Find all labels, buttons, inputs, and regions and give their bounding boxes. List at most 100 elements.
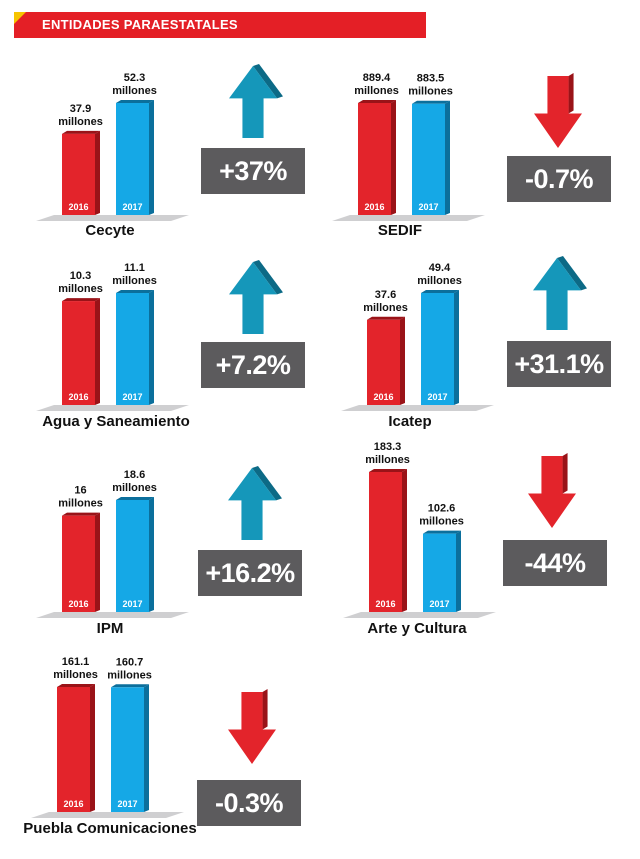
bar-year-label: 2017 <box>122 392 142 402</box>
arrow-body <box>534 76 582 148</box>
bar-unit-label: millones <box>112 275 157 287</box>
bar-unit-label: millones <box>363 302 408 314</box>
section-title: ENTIDADES PARAESTATALES <box>42 17 238 32</box>
bar-top-2017 <box>423 530 461 534</box>
bar-side-2017 <box>144 684 149 812</box>
bar-top-2017 <box>116 100 154 103</box>
bar-side-2017 <box>149 100 154 215</box>
bar-value-label: 10.3 <box>70 270 91 282</box>
percent-change-badge: +16.2% <box>198 550 302 596</box>
bar-year-label: 2017 <box>418 202 438 212</box>
bar-2016 <box>62 515 95 612</box>
bar-top-2016 <box>62 130 100 134</box>
bar-unit-label: millones <box>53 669 98 681</box>
arrow-up-icon <box>533 256 587 330</box>
arrow-body <box>229 262 277 334</box>
bar-year-label: 2016 <box>373 392 393 402</box>
arrow-shade <box>562 453 568 494</box>
bar-side-2016 <box>95 512 100 612</box>
bar-unit-label: millones <box>419 516 464 528</box>
percent-change-badge: -44% <box>503 540 607 586</box>
bar-2017 <box>412 103 445 215</box>
arrow-up-icon <box>229 64 283 138</box>
arrow-body <box>228 692 276 764</box>
bar-top-2016 <box>358 100 396 103</box>
bar-floor-shadow <box>36 215 189 221</box>
bar-top-2017 <box>111 684 149 688</box>
bar-top-2017 <box>116 497 154 500</box>
bar-year-label: 2016 <box>63 799 83 809</box>
arrow-shade <box>557 256 587 291</box>
bar-2016 <box>57 687 90 812</box>
bar-top-2016 <box>62 512 100 516</box>
bar-top-2016 <box>367 316 405 320</box>
bar-2017 <box>116 500 149 612</box>
bar-value-label: 18.6 <box>124 469 145 481</box>
bar-side-2016 <box>95 130 100 215</box>
bar-year-label: 2016 <box>68 392 88 402</box>
bar-value-label: 11.1 <box>124 262 145 274</box>
bar-top-2017 <box>116 290 154 293</box>
bar-value-label: 889.4 <box>363 72 391 84</box>
bar-unit-label: millones <box>408 86 453 98</box>
bar-side-2017 <box>445 100 450 215</box>
bar-top-2016 <box>369 469 407 472</box>
arrow-down-icon <box>534 73 582 148</box>
bar-unit-label: millones <box>58 116 103 128</box>
bar-2017 <box>421 293 454 405</box>
bar-2016 <box>358 103 391 215</box>
arrow-down-icon <box>228 689 276 764</box>
bar-year-label: 2017 <box>117 799 137 809</box>
bar-value-label: 183.3 <box>374 441 402 453</box>
bar-year-label: 2016 <box>364 202 384 212</box>
bar-unit-label: millones <box>112 482 157 494</box>
entity-name: Icatep <box>388 413 432 430</box>
arrow-up-icon <box>229 260 283 334</box>
arrow-shade <box>568 73 574 114</box>
arrow-shade <box>252 466 282 501</box>
bar-side-2016 <box>95 298 100 405</box>
percent-change-badge: -0.7% <box>507 156 611 202</box>
bar-unit-label: millones <box>365 454 410 466</box>
percent-change-badge: +7.2% <box>201 342 305 388</box>
bar-2016 <box>369 472 402 612</box>
bar-floor-shadow <box>36 612 189 618</box>
arrow-body <box>528 456 576 528</box>
bar-value-label: 161.1 <box>62 656 90 668</box>
bar-year-label: 2016 <box>68 599 88 609</box>
arrow-shade <box>253 64 283 99</box>
bar-2016 <box>62 301 95 405</box>
bar-side-2016 <box>90 684 95 812</box>
bar-top-2017 <box>421 290 459 293</box>
bar-2017 <box>423 533 456 612</box>
entity-name: Puebla Comunicaciones <box>23 820 197 837</box>
arrow-body <box>228 468 276 540</box>
bar-unit-label: millones <box>112 85 157 97</box>
bar-value-label: 52.3 <box>124 72 145 84</box>
bar-year-label: 2017 <box>429 599 449 609</box>
bar-unit-label: millones <box>417 275 462 287</box>
arrow-down-icon <box>528 453 576 528</box>
arrow-shade <box>253 260 283 295</box>
bar-2016 <box>367 319 400 405</box>
bar-2017 <box>116 103 149 215</box>
bar-value-label: 883.5 <box>417 73 445 85</box>
bar-side-2017 <box>149 290 154 405</box>
bar-value-label: 49.4 <box>429 262 451 274</box>
bar-side-2017 <box>454 290 459 405</box>
bar-year-label: 2016 <box>375 599 395 609</box>
header-flag-icon <box>14 12 26 24</box>
bar-value-label: 16 <box>74 485 86 497</box>
bar-unit-label: millones <box>58 283 103 295</box>
bar-floor-shadow <box>36 405 189 411</box>
arrow-shade <box>262 689 268 730</box>
percent-change-badge: -0.3% <box>197 780 301 826</box>
bar-side-2016 <box>400 316 405 405</box>
bar-value-label: 102.6 <box>428 503 456 515</box>
